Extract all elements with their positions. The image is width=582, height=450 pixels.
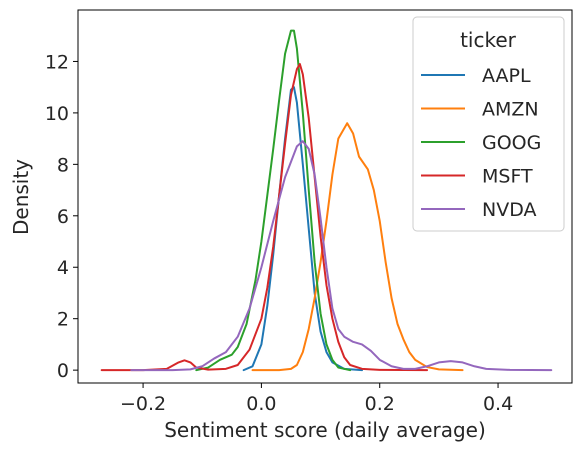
legend-label-aapl: AAPL — [482, 65, 531, 87]
legend-box — [412, 16, 565, 232]
y-axis-label: Density — [9, 159, 33, 235]
series-line-nvda — [130, 140, 553, 372]
series-line-aapl — [242, 86, 363, 372]
series-line-amzn — [251, 122, 464, 372]
x-axis: −0.2 0.0 0.2 0.4 — [120, 383, 513, 415]
legend: ticker AAPL AMZN GOOG MSFT NVDA — [412, 16, 565, 232]
legend-title: ticker — [460, 28, 517, 52]
series-line-msft — [100, 63, 429, 372]
y-tick-label: 8 — [57, 154, 69, 176]
x-axis-label: Sentiment score (daily average) — [164, 418, 486, 442]
series-layer — [100, 29, 553, 372]
legend-label-nvda: NVDA — [482, 199, 537, 221]
legend-label-goog: GOOG — [482, 132, 541, 154]
y-tick-label: 0 — [57, 360, 69, 382]
y-axis: 0 2 4 6 8 10 12 — [45, 51, 78, 382]
y-tick-label: 10 — [45, 103, 69, 125]
legend-label-amzn: AMZN — [482, 99, 539, 121]
plot-frame — [77, 9, 573, 384]
y-tick-label: 4 — [57, 257, 69, 279]
y-tick-label: 2 — [57, 309, 69, 331]
x-tick-label: 0.4 — [483, 393, 513, 415]
x-tick-label: 0.2 — [365, 393, 395, 415]
legend-label-msft: MSFT — [482, 166, 533, 188]
y-tick-label: 6 — [57, 206, 69, 228]
x-tick-label: 0.0 — [246, 393, 276, 415]
x-tick-label: −0.2 — [120, 393, 166, 415]
y-tick-label: 12 — [45, 51, 69, 73]
series-line-goog — [195, 29, 352, 372]
